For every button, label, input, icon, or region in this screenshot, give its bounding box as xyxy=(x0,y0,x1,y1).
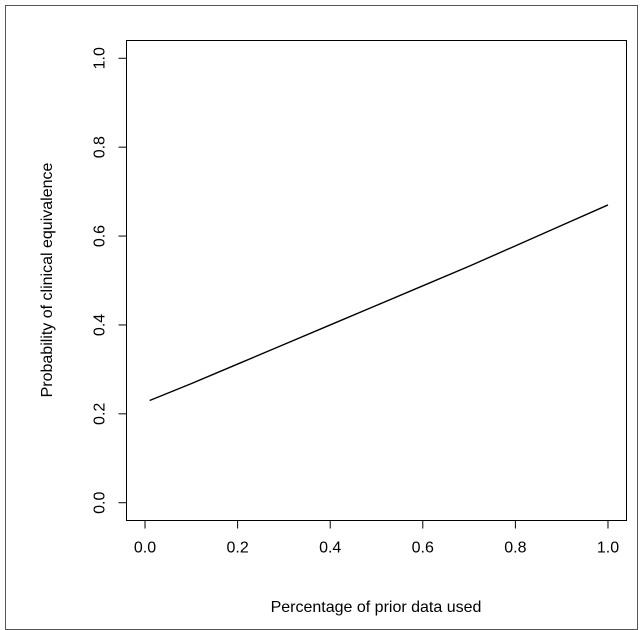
x-tick-label: 0.4 xyxy=(319,540,341,557)
y-tick-label: 0.0 xyxy=(92,492,109,514)
x-tick-label: 0.0 xyxy=(134,540,156,557)
y-tick-label: 0.4 xyxy=(92,314,109,336)
series-group xyxy=(149,204,609,402)
x-axis-label: Percentage of prior data used xyxy=(271,599,482,616)
x-axis: 0.0 0.2 0.4 0.6 0.8 1.0 xyxy=(134,520,619,557)
y-axis-label: Probability of clinical equivalence xyxy=(39,163,56,398)
y-tick-label: 0.6 xyxy=(92,225,109,247)
series-line xyxy=(149,204,609,402)
plot-area xyxy=(126,40,627,521)
x-tick-label: 0.8 xyxy=(504,540,526,557)
y-axis: 0.0 0.2 0.4 0.6 0.8 1.0 xyxy=(92,47,127,514)
x-tick-label: 0.2 xyxy=(226,540,248,557)
y-tick-label: 0.2 xyxy=(92,403,109,425)
x-tick-label: 0.6 xyxy=(412,540,434,557)
y-tick-label: 0.8 xyxy=(92,136,109,158)
x-tick-label: 1.0 xyxy=(597,540,619,557)
y-tick-label: 1.0 xyxy=(92,47,109,69)
